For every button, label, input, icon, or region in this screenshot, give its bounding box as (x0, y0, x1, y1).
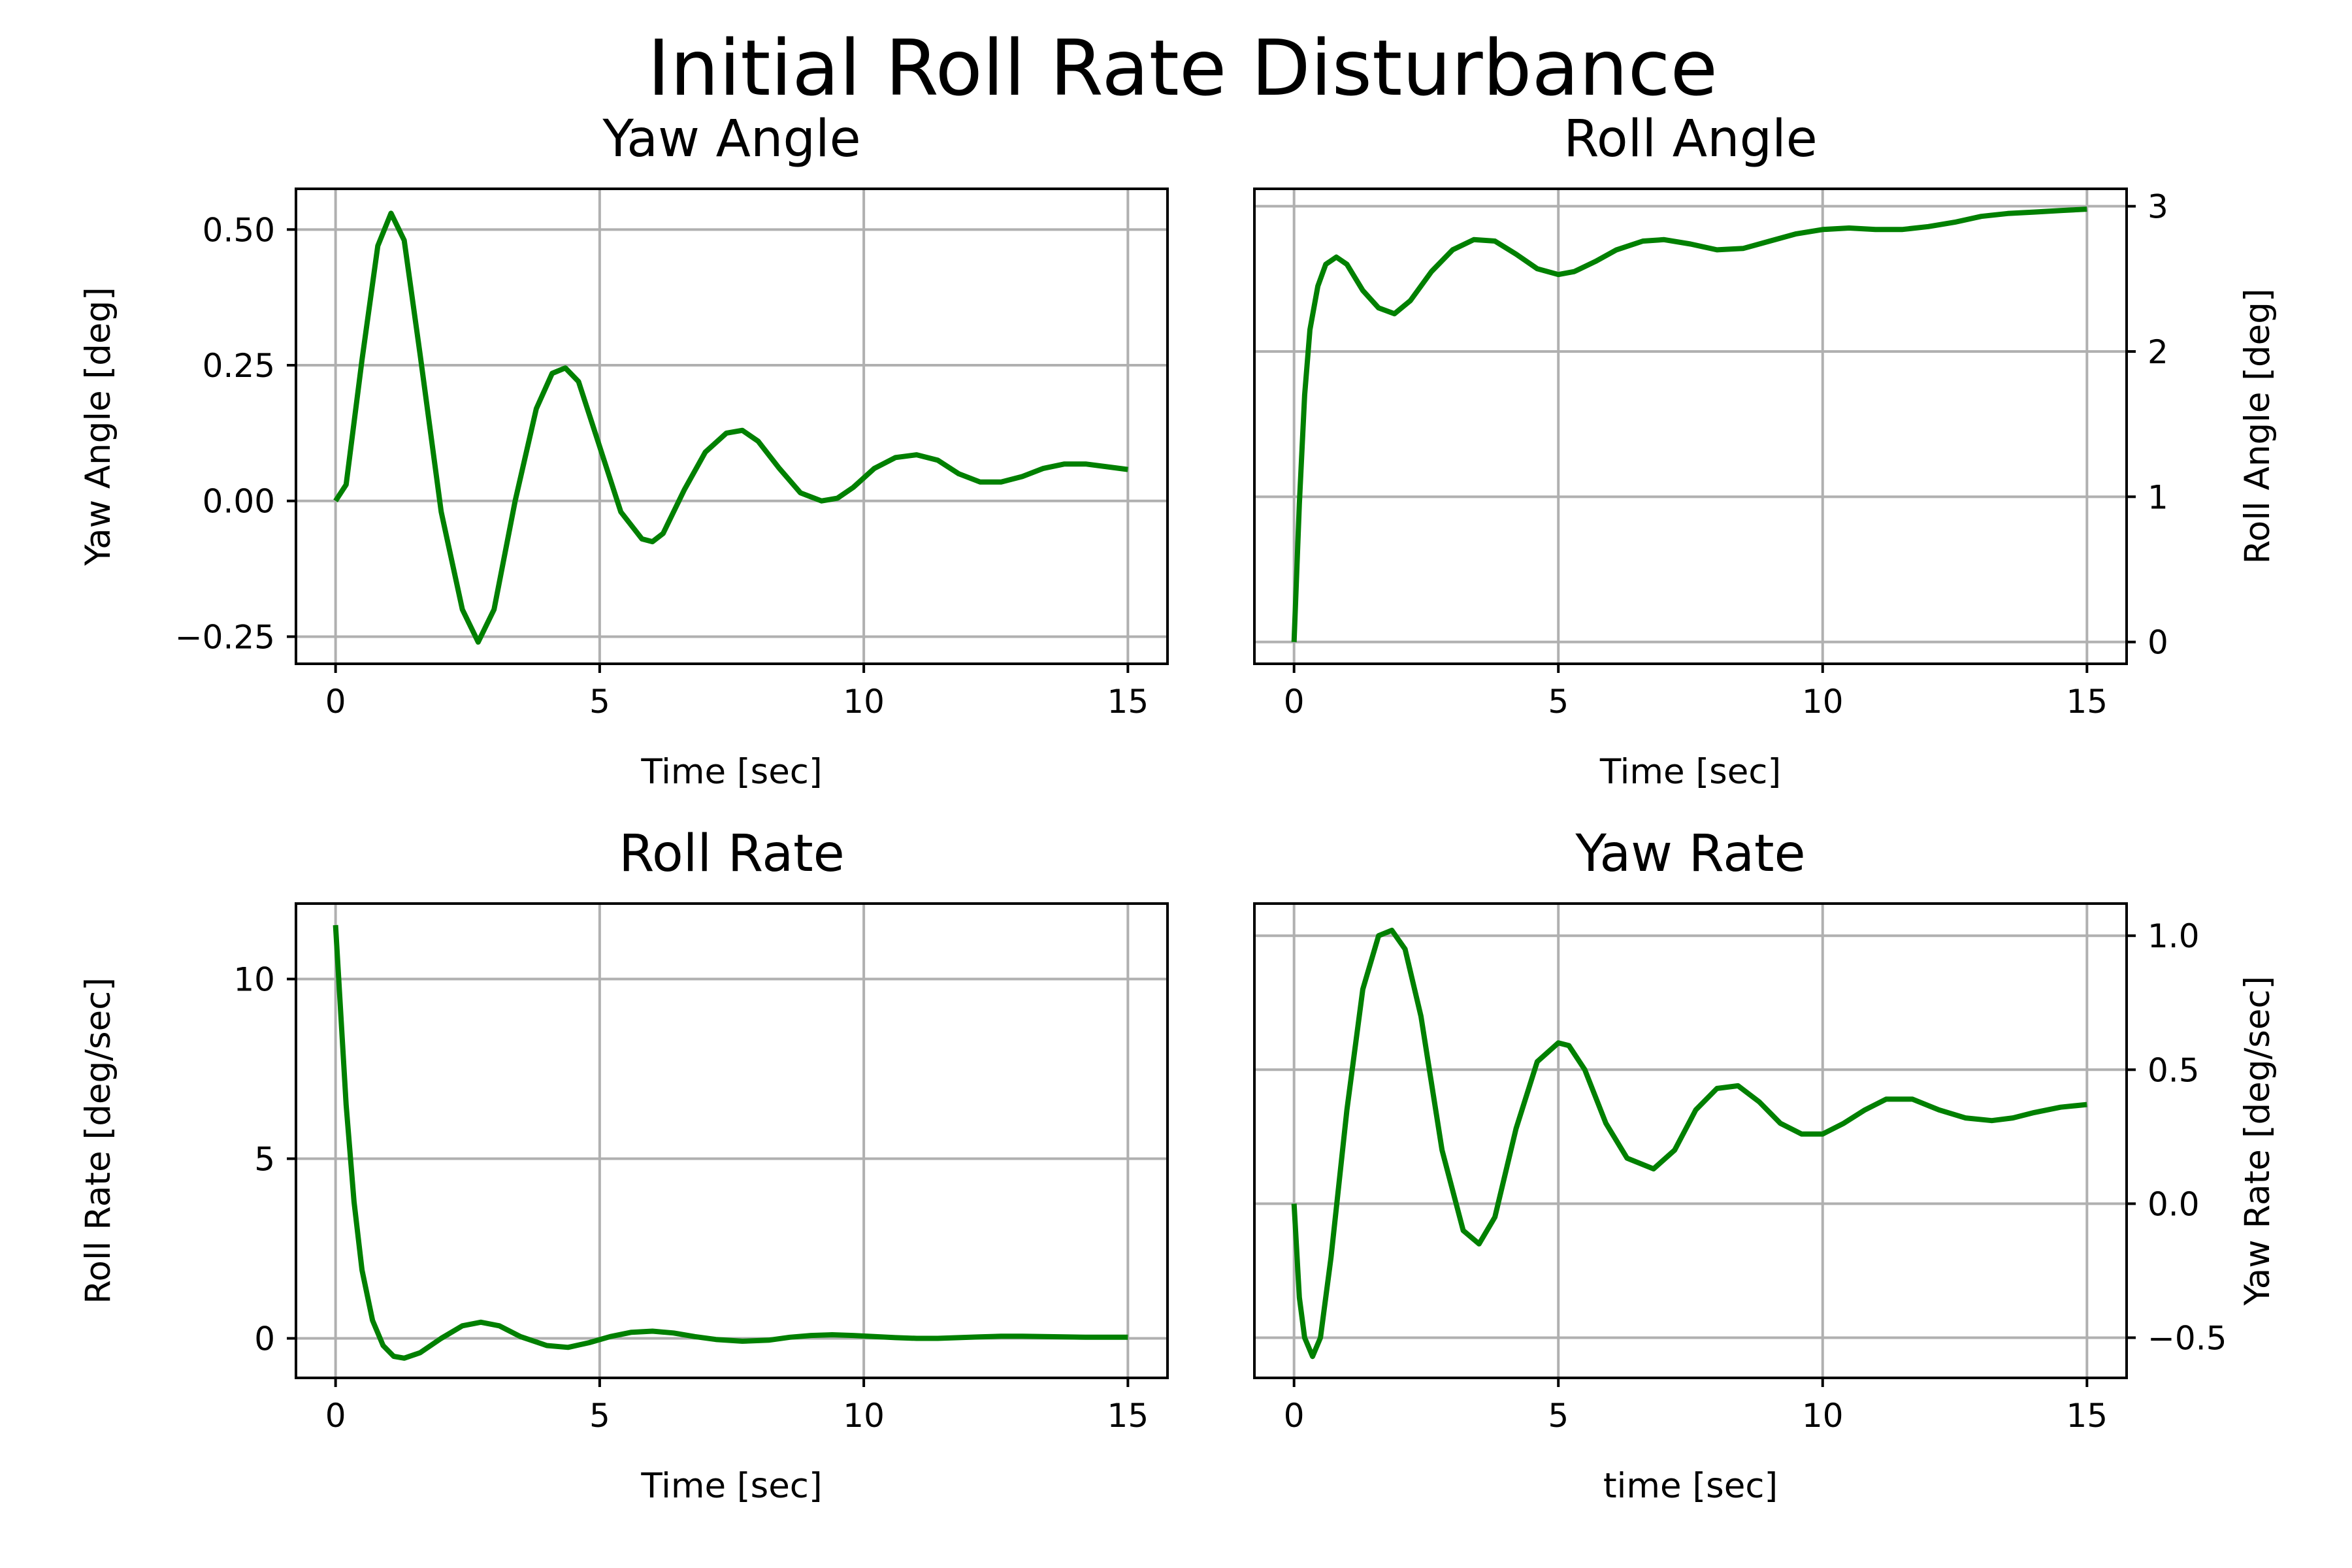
yaw-angle-xtick-label: 0 (325, 683, 346, 721)
roll-angle-axes-frame (1253, 188, 2128, 665)
yaw-angle-title: Yaw Angle (602, 110, 860, 169)
yaw-rate-ytick-label: 0.5 (2148, 1051, 2200, 1089)
roll-angle-ytick-label: 0 (2148, 624, 2168, 662)
yaw-angle-xtick-label: 15 (1107, 683, 1149, 721)
yaw-angle-ytick-label: 0.50 (203, 211, 275, 249)
roll-rate-xlabel: Time [sec] (640, 1466, 822, 1506)
yaw-rate-xtick-label: 0 (1284, 1397, 1305, 1435)
roll-angle-ytick-label: 2 (2148, 333, 2168, 371)
roll-rate-ytick-label: 10 (233, 961, 275, 999)
roll-rate-xtick-label: 0 (325, 1397, 346, 1435)
roll-angle-series-line (1291, 206, 2087, 642)
yaw-rate-ytick-label: 1.0 (2148, 917, 2200, 955)
subplot-roll-rate: 0 5 10 15 0 5 10 Roll Rate Time [sec] Roll Rate [… (78, 825, 1169, 1506)
yaw-rate-xlabel: time [sec] (1603, 1466, 1778, 1506)
yaw-angle-ytick-label: 0.00 (203, 483, 275, 521)
yaw-rate-series-line (1291, 928, 2087, 1360)
roll-rate-series-line (333, 924, 1128, 1361)
figure-title: Initial Roll Rate Disturbance (647, 23, 1718, 113)
roll-angle-ylabel: Roll Angle [deg] (2238, 288, 2278, 564)
yaw-rate-title: Yaw Rate (1575, 825, 1805, 883)
yaw-rate-ytick-label: 0.0 (2148, 1185, 2200, 1223)
roll-angle-ytick-label: 1 (2148, 478, 2168, 516)
roll-angle-xtick-label: 5 (1548, 683, 1569, 721)
yaw-angle-series-line (333, 210, 1128, 645)
yaw-rate-ytick-label: −0.5 (2148, 1319, 2227, 1357)
roll-rate-xtick-label: 10 (843, 1397, 885, 1435)
subplot-roll-angle: 0 5 10 15 0 1 2 3 Roll Angle Time [sec] Roll Angle… (1253, 110, 2278, 792)
yaw-rate-xtick-label: 10 (1802, 1397, 1844, 1435)
roll-angle-xlabel: Time [sec] (1599, 752, 1781, 792)
roll-angle-title: Roll Angle (1563, 110, 1818, 169)
roll-rate-xtick-label: 5 (589, 1397, 610, 1435)
subplot-yaw-angle: 0 5 10 15 −0.25 0.00 0.25 0.50 Yaw Angle Time [se… (78, 110, 1169, 792)
yaw-rate-axes-frame (1253, 902, 2128, 1379)
roll-rate-xtick-label: 15 (1107, 1397, 1149, 1435)
yaw-angle-xtick-label: 10 (843, 683, 885, 721)
yaw-angle-axes-frame (295, 188, 1169, 665)
yaw-angle-ytick-label: −0.25 (175, 618, 275, 656)
roll-rate-title: Roll Rate (619, 825, 844, 883)
roll-rate-ytick-label: 5 (254, 1141, 275, 1179)
yaw-rate-xtick-label: 5 (1548, 1397, 1569, 1435)
yaw-angle-xlabel: Time [sec] (640, 752, 822, 792)
yaw-rate-ylabel: Yaw Rate [deg/sec] (2238, 976, 2278, 1307)
yaw-angle-ytick-label: 0.25 (203, 347, 275, 385)
roll-angle-ytick-label: 3 (2148, 188, 2168, 226)
roll-angle-xtick-label: 15 (2066, 683, 2108, 721)
yaw-angle-xtick-label: 5 (589, 683, 610, 721)
roll-angle-xtick-label: 0 (1284, 683, 1305, 721)
subplot-yaw-rate: 0 5 10 15 −0.5 0.0 0.5 1.0 Yaw Rate time [sec] Yaw… (1253, 825, 2278, 1506)
yaw-rate-xtick-label: 15 (2066, 1397, 2108, 1435)
roll-rate-axes-frame (295, 902, 1169, 1379)
roll-rate-ytick-label: 0 (254, 1320, 275, 1358)
roll-rate-ylabel: Roll Rate [deg/sec] (78, 977, 118, 1304)
roll-angle-xtick-label: 10 (1802, 683, 1844, 721)
yaw-angle-ylabel: Yaw Angle [deg] (78, 287, 118, 566)
